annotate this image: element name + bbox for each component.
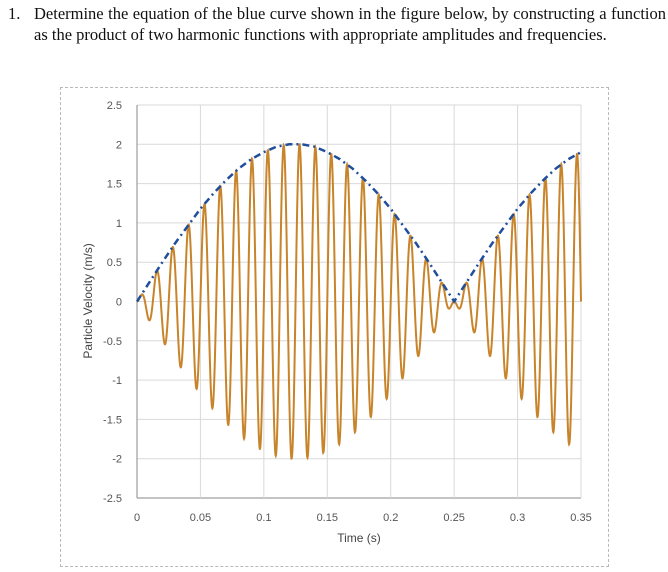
x-tick-label: 0.15 bbox=[317, 512, 338, 524]
x-tick-label: 0.05 bbox=[190, 512, 211, 524]
y-tick-label: -0.5 bbox=[103, 336, 122, 348]
y-tick-label: -1.5 bbox=[103, 414, 122, 426]
carrier-signal-line bbox=[136, 142, 582, 461]
y-tick-label: -2.5 bbox=[103, 493, 122, 505]
y-tick-label: 2 bbox=[116, 139, 122, 151]
x-tick-label: 0 bbox=[134, 512, 140, 524]
x-tick-label: 0.1 bbox=[256, 512, 271, 524]
chart-frame bbox=[60, 87, 609, 567]
x-tick-label: 0.3 bbox=[510, 512, 525, 524]
question-number: 1. bbox=[8, 4, 21, 23]
envelope-curve-line bbox=[135, 143, 582, 304]
y-tick-label: 1 bbox=[116, 218, 122, 230]
x-tick-label: 0.35 bbox=[570, 512, 591, 524]
y-axis-label: Particle Velocity (m/s) bbox=[81, 243, 95, 358]
y-tick-label: 2.5 bbox=[107, 100, 122, 112]
y-tick-label: 0.5 bbox=[107, 257, 122, 269]
question-text: Determine the equation of the blue curve… bbox=[34, 4, 666, 44]
y-tick-label: -2 bbox=[112, 454, 122, 466]
y-tick-label: 1.5 bbox=[107, 179, 122, 191]
x-axis-label: Time (s) bbox=[337, 531, 381, 545]
x-tick-label: 0.2 bbox=[383, 512, 398, 524]
y-tick-label: -1 bbox=[112, 375, 122, 387]
x-tick-label: 0.25 bbox=[443, 512, 464, 524]
y-tick-label: 0 bbox=[116, 297, 122, 309]
